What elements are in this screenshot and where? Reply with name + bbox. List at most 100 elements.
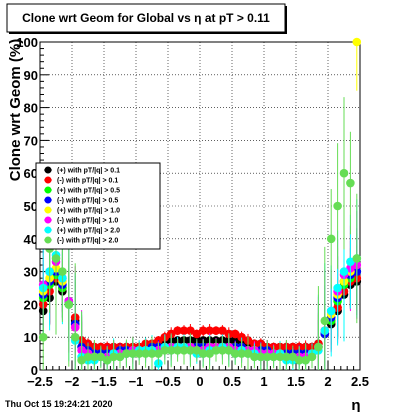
y-tick-label: 20 (24, 297, 38, 312)
data-point (192, 346, 202, 355)
data-point (346, 257, 355, 267)
x-tick-label: −2.5 (27, 374, 53, 389)
data-point (237, 349, 246, 358)
data-point (38, 332, 48, 342)
x-tick-label: −1 (129, 374, 144, 389)
x-tick-label: 0.5 (223, 374, 241, 389)
data-point (250, 352, 259, 362)
data-point (147, 349, 157, 358)
data-point (294, 355, 304, 365)
chart-title-box: Clone wrt Geom for Global vs η at pT > 0… (6, 3, 287, 34)
data-point (96, 352, 106, 362)
data-point (160, 346, 170, 355)
data-point (173, 346, 182, 355)
legend-entry: (-) with pT/|q| > 0.1 (57, 178, 118, 185)
x-tick-label: −0.5 (155, 374, 181, 389)
data-point (179, 326, 189, 335)
legend-entry: (-) with pT/|q| > 0.5 (57, 198, 118, 205)
data-point (186, 326, 195, 335)
data-point (141, 349, 150, 358)
y-tick-label: 30 (24, 265, 38, 280)
x-tick-label: −1.5 (91, 374, 117, 389)
data-point (198, 349, 208, 358)
y-axis-title: Clone wrt Geom (%) (7, 39, 24, 182)
chart-title: Clone wrt Geom for Global vs η at pT > 0… (22, 11, 270, 25)
data-point (102, 355, 112, 365)
data-point (256, 352, 266, 362)
data-point (346, 178, 355, 188)
data-point (352, 254, 362, 263)
data-point (211, 346, 221, 355)
x-tick-label: 1 (260, 374, 267, 389)
legend: (+) with pT/|q| > 0.1 (-) with pT/|q| > 0… (35, 162, 161, 250)
data-point (339, 267, 349, 276)
y-tick-label: 70 (24, 133, 38, 148)
data-point (326, 234, 336, 244)
data-point (51, 254, 61, 263)
data-point (205, 326, 214, 335)
data-point (179, 346, 189, 355)
x-tick-label: −2 (65, 374, 80, 389)
x-tick-label: 2 (324, 374, 331, 389)
data-point (230, 329, 240, 339)
x-tick-label: 2.5 (351, 374, 369, 389)
data-point (333, 201, 342, 211)
x-axis-title: η (351, 397, 360, 412)
data-point (218, 346, 227, 355)
x-tick-label: 0 (196, 374, 203, 389)
data-point (109, 352, 118, 362)
data-point (275, 352, 285, 362)
data-point (64, 300, 74, 309)
y-tick-label: 100 (16, 35, 38, 50)
data-point (83, 352, 93, 362)
y-tick-label: 80 (24, 101, 38, 116)
data-point (205, 349, 214, 358)
x-tick-label: 1.5 (287, 374, 305, 389)
footer-timestamp: Thu Oct 15 19:24:21 2020 (5, 399, 113, 409)
series-group (38, 97, 362, 370)
data-point (282, 352, 291, 362)
data-point (173, 326, 182, 335)
data-point (134, 349, 144, 358)
data-point (115, 352, 125, 362)
data-point (58, 267, 67, 276)
legend-entry: (-) with pT/|q| > 1.0 (57, 218, 118, 225)
y-tick-label: 10 (24, 330, 38, 345)
data-point (192, 329, 202, 339)
y-tick-label: 40 (24, 232, 38, 247)
legend-entry: (+) with pT/|q| > 2.0 (57, 228, 120, 235)
data-point (70, 332, 80, 342)
data-point (211, 326, 221, 335)
y-tick-label: 0 (31, 363, 38, 378)
data-point (166, 346, 176, 355)
data-point (243, 349, 253, 358)
data-series (38, 37, 362, 370)
y-tick-label: 90 (24, 68, 38, 83)
data-point (269, 352, 278, 362)
data-point (333, 283, 342, 293)
y-tick-label: 60 (24, 166, 38, 181)
data-point (224, 346, 234, 355)
data-point (352, 37, 362, 47)
data-point (288, 352, 298, 362)
data-point (128, 349, 138, 358)
data-point (301, 355, 310, 365)
data-point (90, 352, 99, 362)
legend-entry: (+) with pT/|q| > 1.0 (57, 208, 120, 215)
data-point (262, 352, 272, 362)
data-point (77, 355, 86, 365)
data-point (230, 349, 240, 358)
data-point (237, 332, 246, 342)
legend-entry: (+) with pT/|q| > 0.1 (57, 168, 120, 175)
data-point (307, 352, 317, 362)
data-point (314, 342, 323, 352)
data-point (320, 316, 330, 326)
data-point (218, 326, 227, 335)
data-point (122, 349, 131, 358)
data-point (154, 349, 163, 358)
y-tick-label: 50 (24, 199, 38, 214)
data-point (186, 346, 195, 355)
data-point (326, 306, 336, 316)
legend-entry: (-) with pT/|q| > 2.0 (57, 238, 118, 245)
